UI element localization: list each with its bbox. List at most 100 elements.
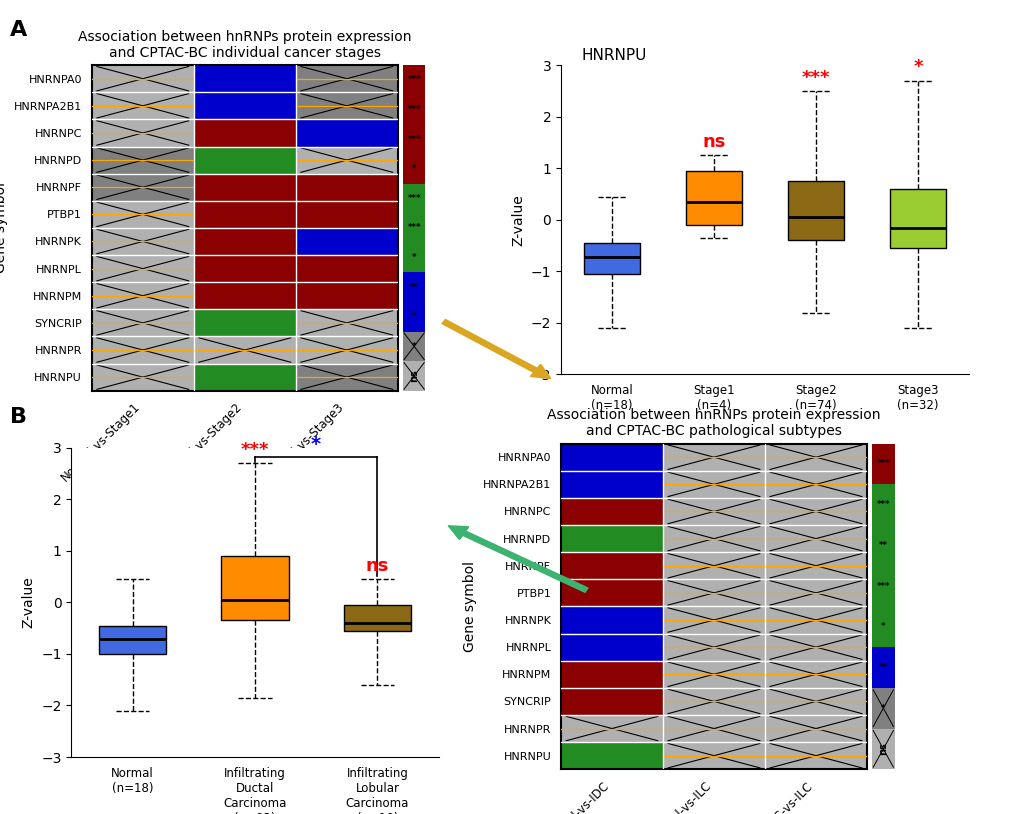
Text: ***: *** bbox=[240, 441, 269, 459]
Bar bbox=[194, 147, 296, 173]
Bar bbox=[296, 309, 397, 336]
Bar bbox=[560, 688, 662, 715]
Bar bbox=[662, 525, 764, 552]
Text: ***: *** bbox=[875, 581, 890, 591]
Bar bbox=[560, 606, 662, 633]
Bar bbox=[403, 361, 425, 391]
Bar bbox=[871, 688, 894, 729]
Y-axis label: Gene symbol: Gene symbol bbox=[0, 182, 8, 274]
Bar bbox=[764, 444, 866, 470]
Bar bbox=[92, 65, 194, 92]
Bar bbox=[764, 633, 866, 661]
PathPatch shape bbox=[890, 189, 946, 248]
Bar bbox=[560, 498, 662, 525]
Text: B: B bbox=[10, 407, 28, 427]
Bar bbox=[764, 580, 866, 606]
Bar bbox=[560, 525, 662, 552]
Bar bbox=[662, 498, 764, 525]
Bar bbox=[92, 173, 194, 201]
Bar bbox=[871, 647, 894, 688]
Text: **: ** bbox=[410, 282, 418, 291]
Bar bbox=[403, 65, 425, 94]
Bar bbox=[296, 65, 397, 92]
Bar bbox=[662, 552, 764, 580]
Text: ***: *** bbox=[801, 68, 829, 87]
Bar bbox=[871, 566, 894, 606]
Text: HNRNPU: HNRNPU bbox=[581, 47, 646, 63]
Text: ***: *** bbox=[407, 194, 421, 203]
Bar bbox=[560, 715, 662, 742]
Bar bbox=[92, 228, 194, 255]
Bar bbox=[296, 173, 397, 201]
Bar bbox=[662, 661, 764, 688]
Bar bbox=[871, 606, 894, 647]
Text: A: A bbox=[10, 20, 28, 41]
Bar bbox=[194, 92, 296, 120]
Text: ***: *** bbox=[407, 105, 421, 114]
PathPatch shape bbox=[686, 171, 742, 225]
Y-axis label: Gene symbol: Gene symbol bbox=[463, 561, 477, 652]
Bar bbox=[194, 173, 296, 201]
Bar bbox=[194, 282, 296, 309]
Bar bbox=[764, 552, 866, 580]
Bar bbox=[560, 580, 662, 606]
Text: *: * bbox=[311, 435, 321, 454]
Text: ***: *** bbox=[407, 134, 421, 143]
Bar bbox=[871, 484, 894, 525]
Bar bbox=[194, 309, 296, 336]
Bar bbox=[92, 336, 194, 364]
Text: *: * bbox=[880, 622, 884, 632]
Bar bbox=[764, 661, 866, 688]
Bar bbox=[92, 364, 194, 391]
Bar bbox=[296, 282, 397, 309]
Text: ***: *** bbox=[407, 76, 421, 85]
Bar bbox=[403, 154, 425, 183]
Bar bbox=[403, 213, 425, 243]
Text: *: * bbox=[412, 164, 416, 173]
Text: **: ** bbox=[878, 663, 887, 672]
Text: *: * bbox=[880, 703, 884, 713]
PathPatch shape bbox=[99, 626, 166, 654]
Text: ***: *** bbox=[875, 500, 890, 510]
Bar bbox=[194, 364, 296, 391]
Bar bbox=[560, 661, 662, 688]
Bar bbox=[403, 273, 425, 302]
Text: ns: ns bbox=[702, 133, 725, 151]
Bar bbox=[296, 255, 397, 282]
Bar bbox=[296, 120, 397, 147]
Y-axis label: Z-value: Z-value bbox=[511, 194, 525, 246]
Bar bbox=[764, 606, 866, 633]
Bar bbox=[194, 120, 296, 147]
Bar bbox=[662, 715, 764, 742]
Text: ns: ns bbox=[366, 557, 388, 575]
Bar bbox=[296, 147, 397, 173]
PathPatch shape bbox=[343, 605, 411, 631]
Bar bbox=[296, 92, 397, 120]
Bar bbox=[403, 302, 425, 331]
Bar bbox=[662, 606, 764, 633]
Bar bbox=[296, 201, 397, 228]
Text: ns: ns bbox=[877, 742, 888, 755]
Bar bbox=[560, 742, 662, 769]
Bar bbox=[296, 228, 397, 255]
Text: **: ** bbox=[878, 540, 887, 550]
Bar bbox=[403, 94, 425, 125]
Bar bbox=[764, 742, 866, 769]
Bar bbox=[403, 183, 425, 213]
Y-axis label: Z-value: Z-value bbox=[21, 576, 36, 628]
Bar bbox=[403, 243, 425, 273]
Text: *: * bbox=[412, 313, 416, 322]
Bar bbox=[296, 364, 397, 391]
Bar bbox=[764, 498, 866, 525]
Bar bbox=[560, 633, 662, 661]
Text: *: * bbox=[412, 253, 416, 262]
Bar bbox=[662, 633, 764, 661]
Title: Association between hnRNPs protein expression
and CPTAC-BC pathological subtypes: Association between hnRNPs protein expre… bbox=[547, 408, 879, 438]
Title: Association between hnRNPs protein expression
and CPTAC-BC individual cancer sta: Association between hnRNPs protein expre… bbox=[78, 29, 411, 59]
Bar bbox=[764, 715, 866, 742]
Bar bbox=[194, 228, 296, 255]
Bar bbox=[296, 336, 397, 364]
Bar bbox=[764, 470, 866, 498]
Text: ***: *** bbox=[875, 459, 890, 469]
Bar bbox=[92, 201, 194, 228]
